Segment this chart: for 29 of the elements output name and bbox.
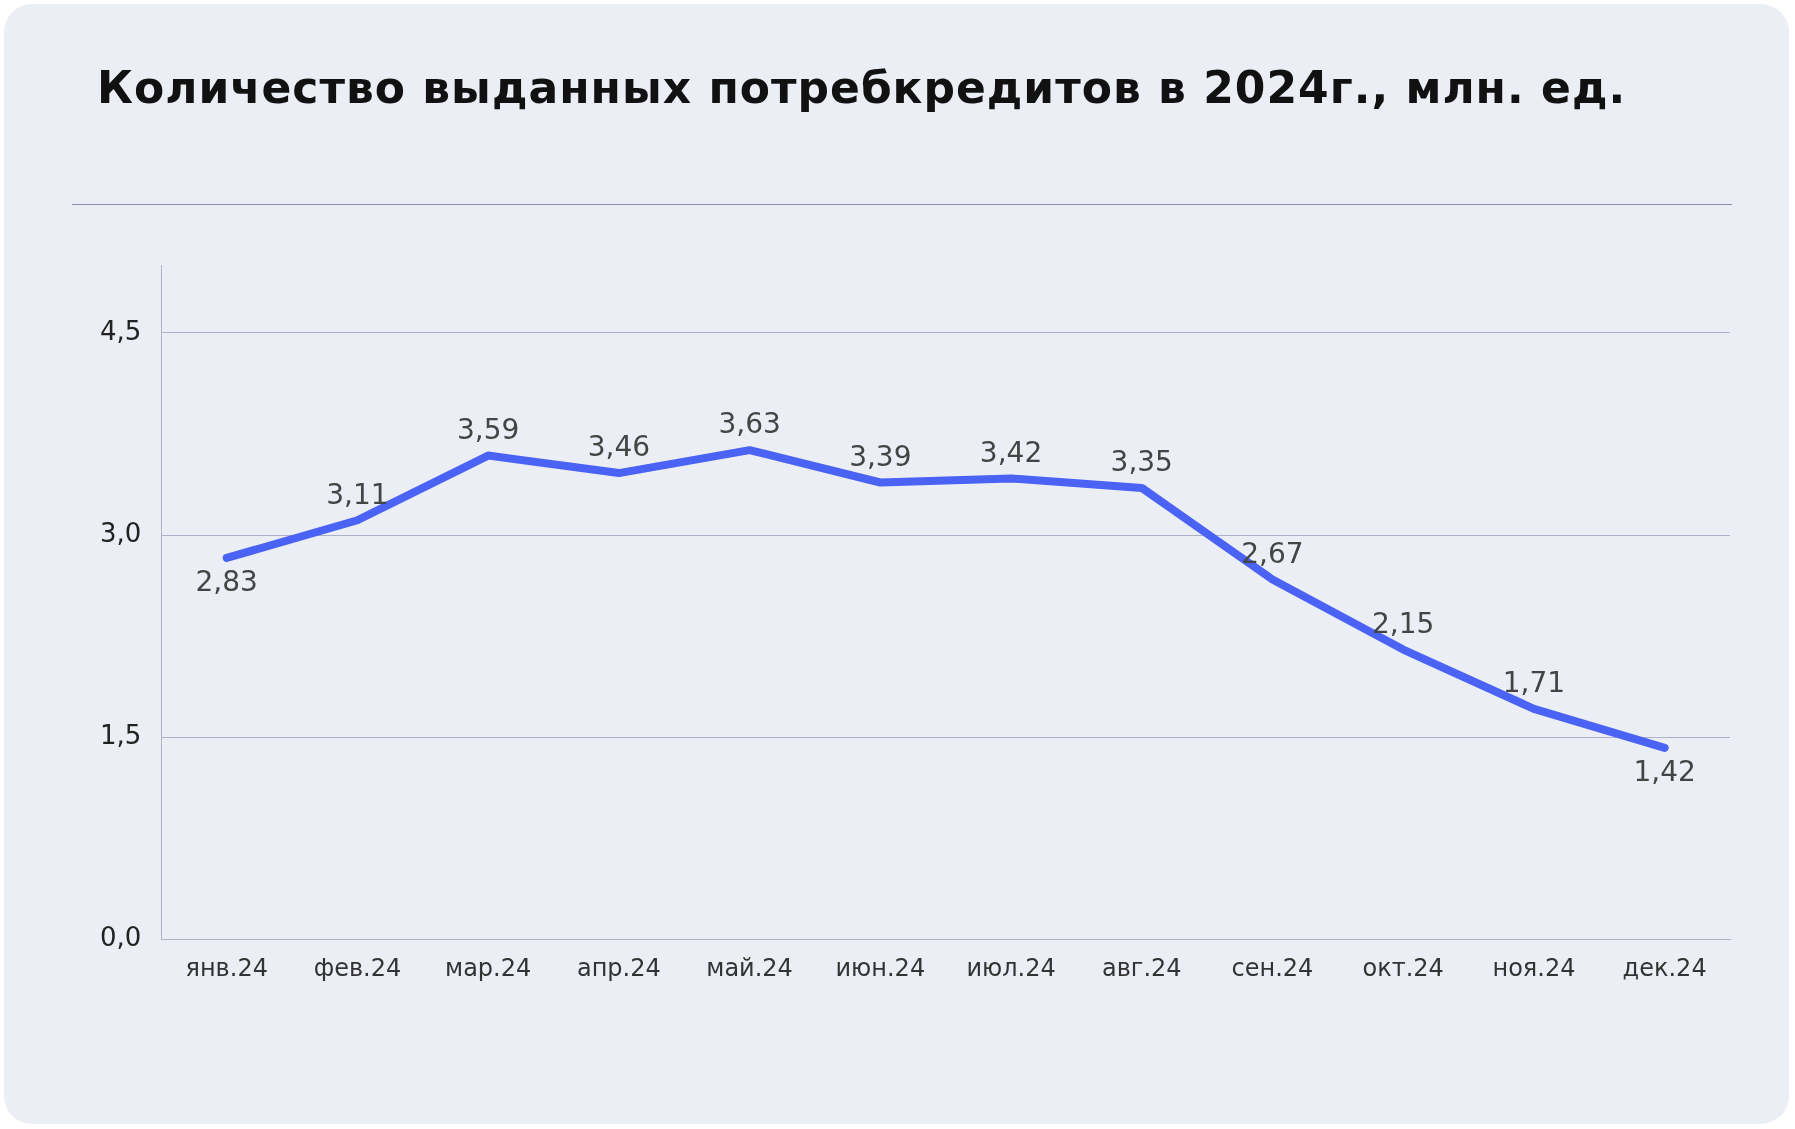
data-label: 2,15 xyxy=(1372,606,1435,640)
data-label: 1,42 xyxy=(1633,755,1696,789)
x-tick-label: авг.24 xyxy=(1101,953,1182,982)
y-tick-label: 3,0 xyxy=(99,517,142,548)
x-tick-label: июл.24 xyxy=(966,953,1056,982)
data-label: 3,35 xyxy=(1110,445,1173,479)
data-label: 3,11 xyxy=(326,477,389,511)
x-tick-label: фев.24 xyxy=(313,953,402,982)
data-label: 1,71 xyxy=(1502,666,1566,700)
x-tick-label: апр.24 xyxy=(576,953,661,982)
data-label: 3,42 xyxy=(979,435,1043,469)
data-label: 2,83 xyxy=(195,565,258,599)
x-tick-label: ноя.24 xyxy=(1492,953,1576,982)
y-tick-label: 0,0 xyxy=(99,921,142,952)
chart-title: Количество выданных потребкредитов в 2024г., млн. ед. xyxy=(97,62,1627,113)
y-tick-label: 4,5 xyxy=(99,315,142,346)
data-label: 3,63 xyxy=(718,407,781,441)
x-tick-label: мар.24 xyxy=(445,953,532,982)
x-tick-label: июн.24 xyxy=(835,953,926,982)
x-tick-label: май.24 xyxy=(706,953,793,982)
data-label: 3,39 xyxy=(849,439,912,473)
y-tick-label: 1,5 xyxy=(99,719,142,750)
x-tick-label: окт.24 xyxy=(1362,953,1444,982)
data-label: 3,46 xyxy=(587,430,651,464)
data-label: 3,59 xyxy=(456,412,520,446)
x-tick-label: янв.24 xyxy=(185,953,268,982)
data-label: 2,67 xyxy=(1241,536,1304,570)
x-tick-label: дек.24 xyxy=(1622,953,1707,982)
x-tick-label: сен.24 xyxy=(1231,953,1314,982)
